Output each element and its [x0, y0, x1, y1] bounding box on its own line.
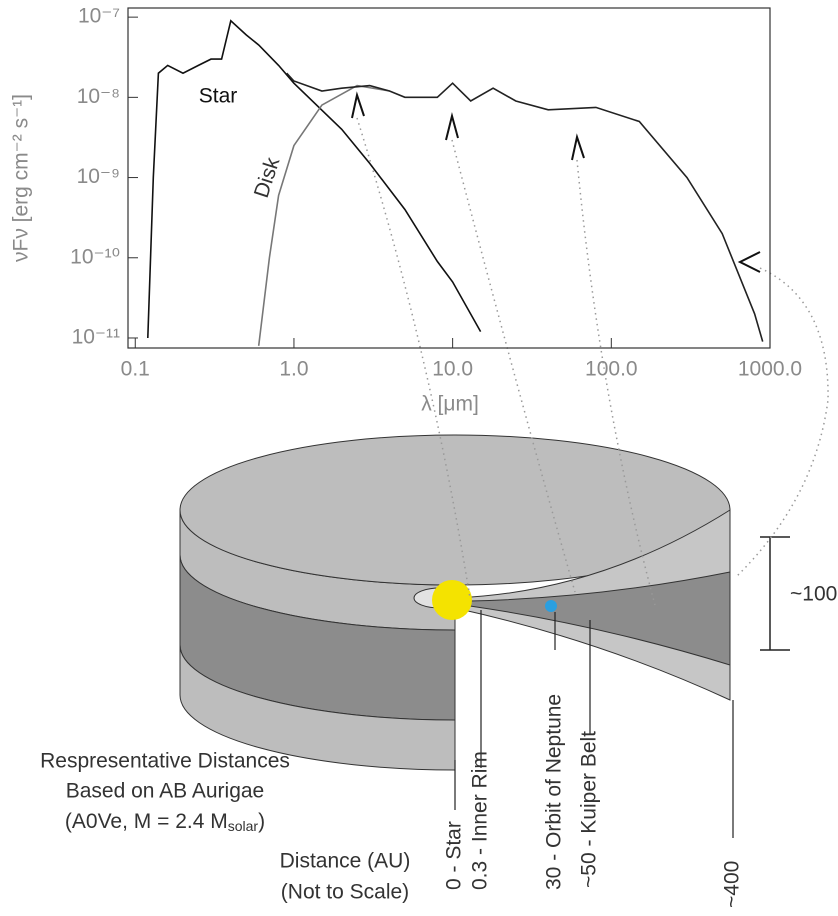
series-line [257, 84, 390, 346]
series-label: Star [199, 85, 238, 108]
neptune [545, 600, 557, 612]
marker-label: 30 - Orbit of Neptune [543, 694, 566, 890]
disk-cut-inner [469, 571, 731, 666]
note: Based on AB Aurigae [66, 780, 265, 803]
x-tick-label: 1000.0 [738, 358, 802, 381]
disk-diagram [179, 434, 790, 838]
y-axis-label: νFν [erg cm⁻² s⁻¹] [10, 94, 33, 262]
x-tick-label: 1.0 [279, 358, 308, 381]
y-tick-label: 10⁻⁷ [78, 5, 120, 28]
marker-label: ~400 [721, 861, 744, 908]
marker-lines [454, 610, 734, 838]
series-line [147, 19, 482, 339]
note-part: ) [258, 810, 265, 833]
marker-label: ~50 - Kuiper Belt [578, 731, 601, 888]
note: Distance (AU) [280, 850, 411, 873]
arrows [351, 91, 761, 273]
marker-label: 0 - Star [443, 821, 466, 890]
height-label: ~100 AU [790, 583, 838, 606]
y-tick-label: 10⁻¹¹ [72, 326, 120, 349]
y-tick-label: 10⁻⁸ [77, 85, 120, 108]
marker-label: 0.3 - Inner Rim [469, 751, 492, 890]
connectors [356, 117, 829, 606]
note-subscript: solar [228, 818, 259, 834]
note: Respresentative Distances [40, 750, 290, 773]
y-tick-label: 10⁻⁹ [77, 165, 120, 188]
note: (Not to Scale) [281, 881, 409, 904]
height-bracket [760, 536, 790, 651]
x-axis-label: λ [μm] [421, 393, 479, 416]
series-line [286, 72, 764, 342]
x-tick-label: 100.0 [585, 358, 638, 381]
x-tick-label: 0.1 [121, 358, 150, 381]
star [432, 580, 472, 620]
x-tick-label: 10.0 [432, 358, 473, 381]
plot-frame [127, 7, 771, 349]
y-tick-label: 10⁻¹⁰ [70, 245, 120, 268]
note: (A0Ve, M = 2.4 Msolar) [65, 810, 265, 834]
note-part: (A0Ve, M = 2.4 M [65, 810, 228, 833]
